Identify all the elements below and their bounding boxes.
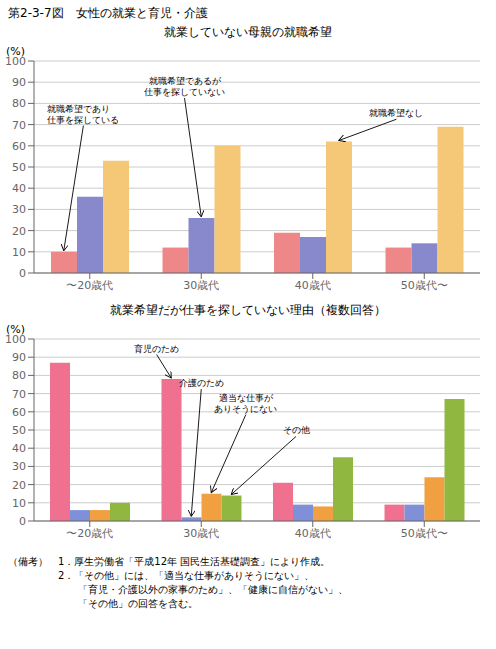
svg-text:40: 40	[12, 442, 26, 455]
svg-text:40歳代: 40歳代	[295, 279, 331, 292]
svg-text:適当な仕事がありそうにない: 適当な仕事がありそうにない	[214, 393, 277, 414]
svg-text:0: 0	[19, 515, 26, 528]
svg-text:就職希望なし: 就職希望なし	[369, 108, 423, 118]
svg-text:90: 90	[12, 76, 26, 89]
html-text:2．「その他」には、「適当な仕事がありそうにない」、: 2．「その他」には、「適当な仕事がありそうにない」、	[8, 570, 315, 581]
svg-text:40歳代: 40歳代	[295, 527, 331, 540]
svg-text:40: 40	[12, 182, 26, 195]
svg-text:介護のため: 介護のため	[179, 378, 224, 388]
svg-text:10: 10	[12, 497, 26, 510]
svg-text:50歳代〜: 50歳代〜	[401, 527, 448, 540]
svg-text:30: 30	[12, 460, 26, 473]
svg-text:20: 20	[12, 479, 26, 492]
svg-text:(%): (%)	[8, 45, 25, 58]
svg-text:90: 90	[12, 351, 26, 364]
html-text:就業していない母親の就職希望: 就業していない母親の就職希望	[164, 25, 332, 39]
html-text:「育児・介護以外の家事のため」、「健康に自信がない」、: 「育児・介護以外の家事のため」、「健康に自信がない」、	[8, 584, 348, 595]
svg-text:50: 50	[12, 424, 26, 437]
svg-text:30: 30	[12, 203, 26, 216]
svg-text:その他: その他	[283, 425, 310, 435]
svg-text:70: 70	[12, 119, 26, 132]
svg-text:0: 0	[19, 267, 26, 280]
svg-text:30歳代: 30歳代	[183, 279, 219, 292]
svg-text:50歳代〜: 50歳代〜	[401, 279, 448, 292]
html-text:「その他」の回答を含む。: 「その他」の回答を含む。	[8, 598, 198, 609]
svg-text:100: 100	[8, 333, 26, 346]
svg-text:20: 20	[12, 225, 26, 238]
svg-text:10: 10	[12, 246, 26, 259]
svg-text:50: 50	[12, 161, 26, 174]
svg-text:30歳代: 30歳代	[183, 527, 219, 540]
svg-text:〜20歳代: 〜20歳代	[66, 279, 113, 292]
html-text:第2-3-7図 女性の就業と育児・介護: 第2-3-7図 女性の就業と育児・介護	[8, 6, 208, 20]
svg-text:80: 80	[12, 369, 26, 382]
html-text:（備考） 1．厚生労働省「平成12年 国民生活基礎調査」によ: （備考） 1．厚生労働省「平成12年 国民生活基礎調査」により作成。	[8, 556, 331, 567]
html-text:就業希望だが仕事を探していない理由（複数回答）: 就業希望だが仕事を探していない理由（複数回答）	[110, 303, 386, 317]
svg-text:60: 60	[12, 140, 26, 153]
svg-text:70: 70	[12, 388, 26, 401]
svg-text:100: 100	[8, 55, 26, 68]
svg-text:就職希望であるが仕事を探していない: 就職希望であるが仕事を探していない	[144, 76, 225, 97]
svg-text:80: 80	[12, 97, 26, 110]
svg-text:就職希望であり仕事を探している: 就職希望であり仕事を探している	[47, 104, 119, 125]
svg-text:〜20歳代: 〜20歳代	[66, 527, 113, 540]
svg-text:育児のため: 育児のため	[134, 344, 179, 354]
svg-text:(%): (%)	[8, 323, 25, 336]
svg-text:60: 60	[12, 406, 26, 419]
